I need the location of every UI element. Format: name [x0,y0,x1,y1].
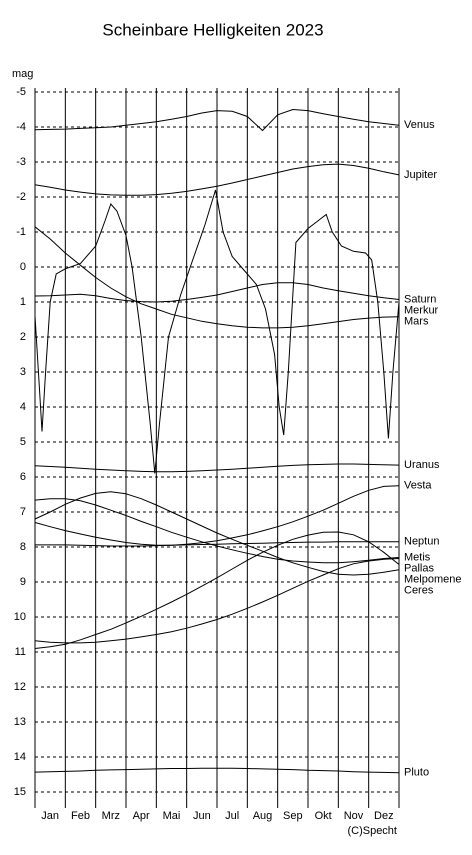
legend-label: Saturn [404,293,436,305]
series-line [34,531,400,649]
y-tick-label: 4 [20,401,26,413]
y-tick-label: 9 [20,576,26,588]
legend-label: Uranus [404,459,440,471]
x-tick-label: Mrz [102,810,120,822]
y-tick-label: 11 [15,646,26,658]
series-line [34,189,400,474]
y-tick-label: 8 [20,541,26,553]
y-tick-label: -3 [16,156,26,168]
y-tick-label: 1 [20,296,26,308]
x-tick-label: Dez [374,810,394,822]
series-line [34,767,400,774]
series-line [34,558,400,644]
legend-label: Mars [404,315,429,327]
y-tick-label: -4 [16,121,26,133]
series-line [34,485,400,546]
y-tick-label: 15 [14,786,26,798]
legend-label: Melpomene [404,573,461,585]
y-tick-label: -2 [16,191,26,203]
y-tick-label: -5 [16,86,26,98]
x-tick-label: Aug [253,810,273,822]
series-line [34,163,400,196]
legend-label: Pallas [404,562,434,574]
series-line [34,491,400,576]
y-axis-label: mag [12,68,33,80]
y-tick-label: 13 [14,716,26,728]
copyright: (C)Specht [347,825,397,837]
legend-label: Pluto [404,767,429,779]
x-tick-label: Jun [193,810,211,822]
legend-label: Metis [404,551,431,563]
y-tick-label: 3 [20,366,26,378]
series-line [34,282,400,303]
x-tick-label: Nov [344,810,364,822]
x-tick-label: Mai [163,810,181,822]
y-tick-label: 5 [20,436,26,448]
x-tick-label: Sep [283,810,303,822]
y-tick-label: 14 [14,751,26,763]
y-tick-label: 12 [14,681,26,693]
y-tick-label: 7 [20,506,26,518]
series-line [34,463,400,473]
legend-label: Ceres [404,584,434,596]
chart-title: Scheinbare Helligkeiten 2023 [102,20,323,39]
y-tick-label: -1 [16,226,26,238]
x-tick-label: Jan [41,810,59,822]
y-tick-label: 6 [20,471,26,483]
legend-label: Merkur [404,304,439,316]
series-line [35,541,399,547]
x-tick-label: Feb [71,810,90,822]
x-tick-label: Okt [315,810,332,822]
x-tick-label: Jul [225,810,239,822]
series-line [34,108,400,132]
legend-label: Neptun [404,536,439,548]
legend-label: Vesta [404,480,432,492]
legend-label: Jupiter [404,169,437,181]
y-tick-label: 2 [20,331,26,343]
series-line [34,498,400,564]
y-tick-label: 0 [20,261,26,273]
series-line [34,226,400,329]
y-tick-label: 10 [14,611,26,623]
x-tick-label: Apr [133,810,150,822]
legend-label: Venus [404,119,435,131]
